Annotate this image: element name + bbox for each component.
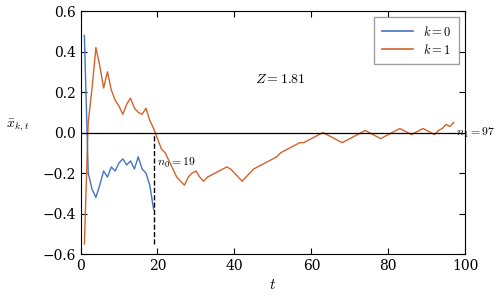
- Text: $n_0 = 19$: $n_0 = 19$: [156, 156, 196, 170]
- Text: $Z = 1.81$: $Z = 1.81$: [255, 72, 306, 86]
- X-axis label: $t$: $t$: [270, 278, 276, 292]
- Text: $n_1 = 97$: $n_1 = 97$: [456, 125, 494, 139]
- Legend: $k = 0$, $k = 1$: $k = 0$, $k = 1$: [374, 17, 459, 64]
- Y-axis label: $\bar{x}_{k,t}$: $\bar{x}_{k,t}$: [6, 117, 29, 133]
